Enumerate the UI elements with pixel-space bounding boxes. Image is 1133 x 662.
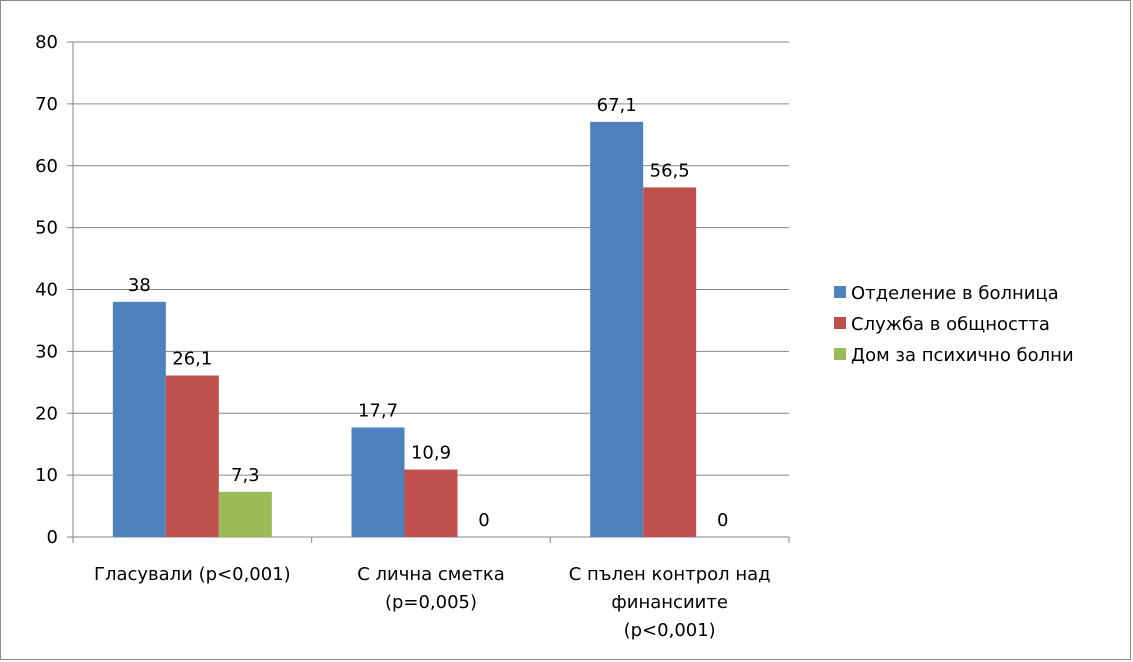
y-tick-label: 40 [35, 280, 58, 301]
bar [590, 122, 643, 537]
data-label: 56,5 [650, 160, 690, 181]
data-label: 0 [478, 510, 489, 531]
bar [166, 376, 219, 537]
data-label: 7,3 [231, 465, 260, 486]
y-tick-label: 80 [35, 32, 58, 53]
legend-label: Отделение в болница [851, 283, 1059, 304]
y-tick-label: 30 [35, 341, 58, 362]
legend-label: Служба в общността [851, 314, 1050, 335]
legend-swatch [834, 317, 846, 329]
y-tick-label: 50 [35, 218, 58, 239]
bar [219, 492, 272, 537]
bar [113, 302, 166, 537]
legend-swatch [834, 348, 846, 360]
data-label: 67,1 [597, 95, 637, 116]
bar [352, 427, 405, 537]
x-category-label: С пълен контрол над [569, 564, 771, 585]
legend-swatch [834, 286, 846, 298]
data-label: 10,9 [411, 443, 451, 464]
data-label: 26,1 [172, 349, 212, 370]
x-category-label: С лична сметка [357, 564, 505, 585]
y-tick-label: 60 [35, 156, 58, 177]
x-category-label: (p<0,001) [624, 620, 716, 641]
y-tick-label: 20 [35, 403, 58, 424]
legend-label: Дом за психично болни [851, 345, 1074, 366]
bar [643, 187, 696, 537]
data-label: 17,7 [358, 400, 398, 421]
x-category-label: (p=0,005) [385, 592, 477, 613]
data-label: 0 [717, 510, 728, 531]
data-label: 38 [128, 275, 151, 296]
x-category-label: финансиите [611, 592, 728, 613]
x-category-label: Гласували (p<0,001) [94, 564, 291, 585]
legend: Отделение в болница Служба в общността Дом… [834, 283, 1074, 366]
bars [113, 122, 696, 537]
y-tick-label: 70 [35, 94, 58, 115]
y-tick-label: 10 [35, 465, 58, 486]
y-tick-label: 0 [47, 527, 58, 548]
bar [405, 470, 458, 537]
